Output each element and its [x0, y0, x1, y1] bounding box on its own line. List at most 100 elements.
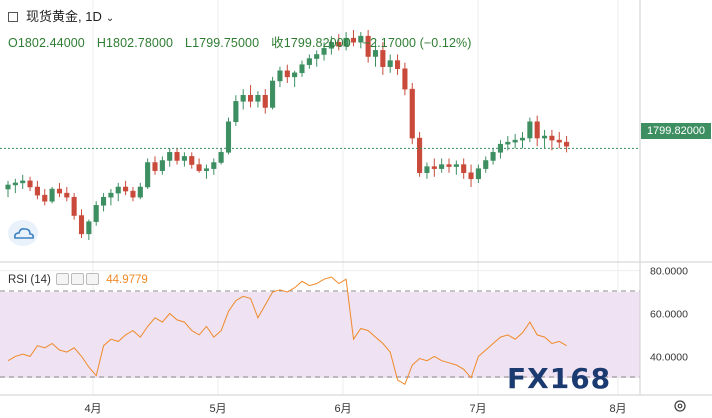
close-icon[interactable] [86, 273, 100, 285]
x-tick-label: 7月 [469, 403, 486, 415]
candle-body [78, 215, 85, 235]
candle-body [225, 121, 232, 153]
candle-body [314, 54, 320, 59]
candle-body [387, 60, 393, 67]
candle-body [402, 68, 408, 90]
candle-body [71, 196, 77, 216]
last-price-tag: 1799.82000 [641, 123, 711, 139]
candle-body [446, 164, 452, 167]
symbol-name: 现货黄金 [26, 9, 79, 24]
candle-body [152, 162, 158, 171]
candle-body [461, 164, 467, 173]
candle-body [56, 188, 63, 194]
rsi-value: 44.9779 [106, 274, 148, 286]
candle-body [519, 137, 526, 141]
settings-icon[interactable] [71, 273, 85, 285]
rsi-header[interactable]: RSI (14) 44.9779 [8, 273, 148, 286]
candle-body [203, 168, 209, 171]
candle-body [439, 164, 445, 169]
candle-body [395, 60, 401, 69]
candle-body [336, 41, 342, 47]
candle-body [218, 152, 224, 163]
candle-body [270, 80, 276, 108]
rsi-band [0, 292, 640, 378]
x-tick-label: 6月 [334, 403, 351, 415]
candle-body [350, 37, 356, 43]
fx168-watermark: FX168 [507, 362, 612, 395]
candle-body [512, 139, 518, 143]
candle-body [211, 162, 217, 169]
candle-body [255, 94, 261, 102]
candle-body [12, 182, 18, 186]
ohlc-row: O1802.44000 H1802.78000 L1799.75000 收1799.8… [8, 32, 484, 51]
candle-body [130, 190, 136, 198]
candle-body [409, 88, 415, 139]
candle-body [34, 186, 40, 196]
candle-body [542, 135, 548, 139]
candle-body [468, 172, 474, 180]
high-value: H1802.78000 [96, 36, 174, 50]
interval-label[interactable]: 1D [85, 9, 102, 24]
candle-body [137, 186, 143, 198]
candle-body [101, 196, 107, 206]
candle-body [453, 164, 459, 167]
candle-body [372, 50, 379, 57]
change-value: −2.17000 (−0.12%) [362, 36, 472, 50]
candle-body [248, 94, 254, 102]
candle-body [64, 192, 70, 198]
candle-body [556, 139, 562, 143]
candle-body [108, 192, 114, 198]
candle-body [306, 58, 312, 65]
candle-body [233, 101, 239, 122]
y-tick-label: 80.0000 [650, 266, 688, 278]
candle-body [27, 180, 33, 188]
candle-body [380, 50, 386, 67]
candle-body [527, 121, 533, 139]
candle-body [167, 152, 173, 161]
chevron-down-icon[interactable]: ⌄ [105, 13, 115, 24]
gear-icon[interactable] [674, 400, 686, 412]
candle-body [49, 188, 55, 202]
candle-body [159, 160, 165, 171]
candle-body [549, 135, 555, 141]
x-tick-label: 5月 [209, 403, 226, 415]
y-tick-label: 60.0000 [650, 308, 688, 320]
x-tick-label: 4月 [84, 403, 101, 415]
candle-body [115, 186, 121, 194]
candle-body [483, 160, 489, 169]
candle-body [196, 164, 202, 171]
candle-body [505, 141, 511, 145]
candle-body [277, 70, 283, 82]
candle-body [490, 152, 496, 161]
candle-body [145, 162, 151, 188]
eye-icon[interactable] [56, 273, 70, 285]
candles [5, 30, 570, 240]
candle-body [365, 35, 371, 57]
candle-body [534, 121, 540, 139]
candle-body [328, 41, 334, 49]
open-value: O1802.44000 [8, 36, 85, 50]
candle-body [123, 186, 129, 192]
time-axis[interactable]: 4月 5月 6月 7月 8月 [84, 403, 626, 415]
candle-body [299, 64, 305, 74]
y-tick-label: 40.0000 [650, 351, 688, 363]
candle-body [417, 137, 423, 173]
cloud-icon[interactable] [8, 220, 38, 246]
collapse-icon[interactable] [8, 12, 18, 22]
candle-body [42, 194, 48, 202]
candle-body [5, 184, 11, 190]
candle-body [174, 152, 180, 161]
rsi-name: RSI (14) [8, 274, 51, 286]
candle-body [358, 35, 364, 43]
candle-body [93, 205, 99, 222]
candle-body [240, 94, 246, 102]
chart-title-row[interactable]: 现货黄金, 1D ⌄ [8, 6, 114, 25]
rsi-axis[interactable]: 80.0000 60.0000 40.0000 [650, 266, 688, 364]
candle-body [262, 94, 268, 108]
candle-body [292, 72, 298, 78]
candle-body [564, 141, 570, 147]
close-value: 收1799.82000 [271, 36, 351, 50]
candle-body [20, 180, 26, 184]
